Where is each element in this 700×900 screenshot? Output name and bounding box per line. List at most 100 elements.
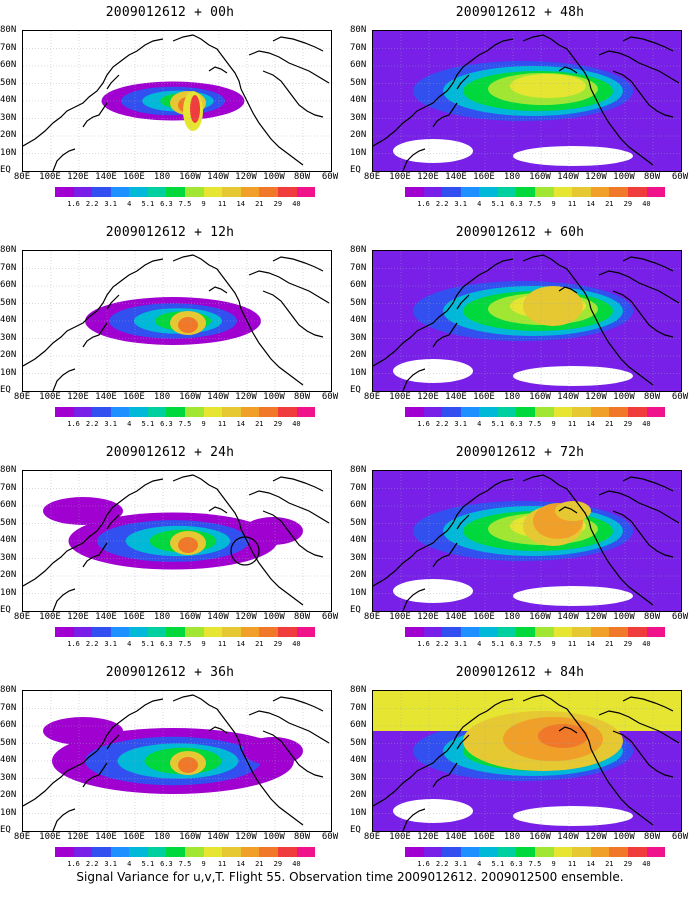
colorbar-label: 11 — [567, 200, 577, 208]
colorbar-swatch — [166, 847, 186, 857]
colorbar-swatch — [627, 847, 647, 857]
coastline — [432, 762, 458, 788]
colorbar-label: 4 — [477, 420, 482, 428]
longitude-label: 160E — [473, 612, 495, 622]
colorbar-label: 2.2 — [435, 200, 449, 208]
longitude-label: 100W — [613, 172, 635, 182]
coastline — [522, 254, 592, 310]
colorbar-swatch — [423, 627, 443, 637]
latitude-label: 40N — [0, 755, 17, 765]
variance-map — [22, 470, 332, 612]
colorbar-swatch — [535, 627, 554, 637]
variance-map — [22, 30, 332, 172]
colorbar-label: 2.2 — [85, 640, 99, 648]
colorbar-swatch — [203, 407, 223, 417]
coastline — [248, 270, 330, 304]
latitude-label: 50N — [350, 77, 367, 88]
colorbar-swatch — [460, 187, 480, 197]
colorbar-swatch — [590, 407, 610, 417]
colorbar-label: 14 — [236, 200, 245, 208]
latitude-label: 50N — [350, 517, 367, 528]
longitude-label: 140W — [557, 612, 579, 622]
colorbar-label: 7.5 — [528, 860, 542, 868]
panel-title: 2009012612 + 48h — [455, 5, 585, 20]
coastline — [622, 696, 674, 712]
latitude-label: 40N — [350, 95, 367, 105]
longitude-label: 80E — [13, 392, 31, 402]
colorbar-label: 4 — [127, 640, 132, 648]
latitude-label: 20N — [0, 130, 17, 140]
colorbar-swatch — [92, 627, 111, 637]
colorbar-label: 6.3 — [510, 860, 523, 868]
colorbar-label: 9 — [551, 420, 556, 428]
colorbar-label: 11 — [217, 860, 227, 868]
colorbar-label: 3.1 — [454, 420, 468, 428]
colorbar-swatch — [442, 847, 461, 857]
variance-map — [22, 690, 332, 832]
map-svg — [23, 251, 331, 391]
forecast-panel: 2009012612 + 24h 80N 70N 60N 50N 40N 30N 20N 10N… — [0, 445, 340, 660]
colorbar-label: 40 — [292, 860, 301, 868]
coastline — [172, 254, 242, 310]
longitude-label: 160E — [473, 392, 495, 402]
coastline — [172, 474, 242, 530]
longitude-label: 160E — [473, 832, 495, 842]
colorbar-label: 14 — [236, 640, 245, 648]
colorbar-label: 6.3 — [160, 860, 173, 868]
coastline — [248, 50, 330, 84]
latitude-label: 60N — [350, 60, 367, 70]
colorbar-swatch — [185, 847, 204, 857]
variance-map — [22, 250, 332, 392]
colorbar-label: 29 — [273, 200, 283, 208]
longitude-label: 140E — [445, 392, 467, 402]
colorbar-label: 4 — [477, 860, 482, 868]
longitude-label: 160W — [529, 172, 551, 182]
coastline — [558, 506, 578, 514]
panel-title: 2009012612 + 24h — [105, 445, 235, 460]
latitude-label: 20N — [350, 790, 367, 800]
coastline — [522, 474, 592, 530]
coastline — [82, 322, 108, 348]
colorbar-swatch — [609, 847, 628, 857]
colorbar-swatch — [259, 847, 278, 857]
longitude-label: 120W — [235, 172, 257, 182]
latitude-label: 10N — [350, 587, 367, 598]
colorbar-swatch — [92, 407, 111, 417]
coastline — [240, 88, 304, 166]
longitude-label: 120W — [585, 392, 607, 402]
longitude-label: 80W — [643, 392, 661, 402]
colorbar-swatch — [460, 407, 480, 417]
colorbar-label: 4 — [127, 860, 132, 868]
latitude-label: 40N — [0, 95, 17, 105]
colorbar-swatch — [129, 627, 148, 637]
colorbar-swatch — [423, 187, 443, 197]
colorbar-swatch — [405, 187, 424, 197]
coastline — [558, 286, 578, 294]
colorbar-swatch — [609, 627, 628, 637]
colorbar-swatch — [185, 407, 204, 417]
longitude-label: 160W — [179, 832, 201, 842]
coastline — [402, 148, 426, 171]
colorbar-label: 6.3 — [160, 200, 173, 208]
coastline — [590, 88, 654, 166]
longitude-label: 140E — [95, 172, 117, 182]
longitude-label: 100E — [39, 392, 61, 402]
coastline — [208, 506, 228, 514]
latitude-label: 10N — [0, 807, 17, 818]
coastline — [82, 102, 108, 128]
colorbar-label: 3.1 — [454, 200, 468, 208]
longitude-label: 140E — [95, 392, 117, 402]
colorbar-label: 11 — [217, 640, 227, 648]
latitude-label: 60N — [0, 720, 17, 730]
colorbar-swatch — [55, 627, 74, 637]
colorbar-swatch — [497, 847, 517, 857]
variance-map — [372, 250, 682, 392]
longitude-label: 100W — [263, 392, 285, 402]
colorbar-label: 21 — [605, 420, 614, 428]
colorbar-label: 3.1 — [104, 420, 118, 428]
colorbar-label: 3.1 — [104, 200, 118, 208]
panel-title: 2009012612 + 60h — [455, 225, 585, 240]
longitude-label: 160E — [123, 392, 145, 402]
map-svg — [373, 471, 681, 611]
colorbar-label: 2.2 — [85, 420, 99, 428]
